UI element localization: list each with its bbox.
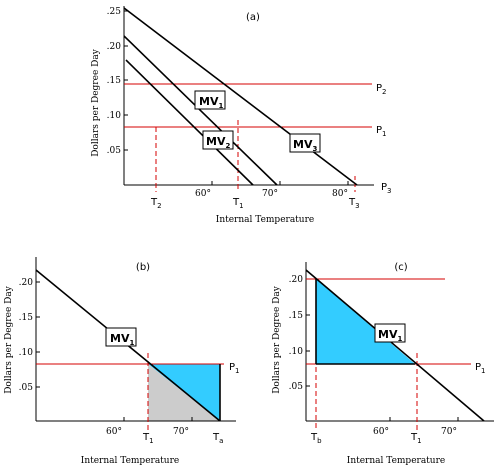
x-tick-label: 70°	[173, 427, 189, 437]
t3-label: T3	[348, 197, 360, 210]
mv2-label: MV2	[202, 130, 234, 150]
y-tick-label: .20	[289, 275, 304, 285]
y-tick-label: .20	[107, 42, 122, 52]
y-tick-label: .05	[289, 382, 304, 392]
y-tick-label: .15	[289, 311, 304, 321]
mv1-label: MV1	[105, 327, 137, 347]
x-tick-label: 70°	[262, 189, 278, 199]
y-tick-label: .10	[107, 111, 122, 121]
panel-c-x-title: Internal Temperature	[347, 456, 445, 466]
panel-a: (a) .25 .20 .15 .10 .05 60° 70° 80°	[91, 6, 392, 225]
tb-label: Tb	[310, 432, 322, 445]
panel-b-x-ticks: 60° 70°	[106, 417, 193, 437]
panel-b-label: (b)	[136, 262, 150, 273]
panel-c-y-ticks: .20 .15 .10 .05	[289, 275, 310, 392]
svg-text:MV1: MV1	[110, 332, 134, 347]
y-tick-label: .15	[107, 76, 122, 86]
svg-text:MV3: MV3	[293, 138, 317, 153]
panel-a-y-ticks: .25 .20 .15 .10 .05	[107, 7, 128, 156]
p1-label: P1	[376, 125, 387, 138]
y-tick-label: .25	[107, 7, 122, 17]
y-tick-label: .10	[289, 347, 304, 357]
panel-a-label: (a)	[246, 12, 260, 23]
panel-a-x-ticks: 60° 70° 80°	[195, 181, 349, 199]
x-tick-label: 60°	[373, 427, 389, 437]
mv3-label: MV3	[289, 133, 321, 153]
y-tick-label: .10	[19, 348, 34, 358]
panel-b-y-ticks: .20 .15 .10 .05	[19, 278, 40, 393]
panel-c-y-title: Dollars per Degree Day	[272, 285, 282, 393]
p1-label: P1	[229, 362, 240, 375]
svg-text:MV1: MV1	[378, 328, 402, 343]
svg-text:MV1: MV1	[199, 95, 223, 110]
panel-b-y-title: Dollars per Degree Day	[4, 285, 14, 393]
y-tick-label: .05	[107, 146, 122, 156]
panel-b: (b) .20 .15 .10 .05 60° 70°	[4, 257, 240, 466]
mv2-curve	[125, 59, 254, 186]
panel-c: (c) .20 .15 .10 .05 60° 70°	[272, 262, 494, 466]
x-tick-label: 60°	[195, 189, 211, 199]
mv3-curve	[123, 7, 358, 186]
t1-label: T1	[142, 432, 154, 445]
mv1-curve	[123, 35, 278, 186]
t1-label: T1	[232, 197, 244, 210]
panel-a-x-title: Internal Temperature	[216, 215, 314, 225]
p1-label: P1	[475, 362, 486, 375]
x-tick-label: 70°	[441, 427, 457, 437]
t2-label: T2	[150, 197, 162, 210]
panel-c-x-ticks: 60° 70°	[373, 417, 459, 437]
mv1-label: MV1	[374, 323, 406, 343]
y-tick-label: .20	[19, 278, 34, 288]
x-tick-label: 60°	[106, 427, 122, 437]
x-tick-label: 80°	[332, 189, 348, 199]
t1-label: T1	[410, 432, 422, 445]
panel-a-y-title: Dollars per Degree Day	[91, 48, 101, 156]
mv1-label: MV1	[194, 90, 226, 110]
ta-label: Ta	[212, 432, 223, 445]
svg-text:MV2: MV2	[206, 135, 230, 150]
p3-label: P3	[381, 182, 392, 195]
y-tick-label: .05	[19, 383, 34, 393]
panel-b-x-title: Internal Temperature	[81, 456, 179, 466]
y-tick-label: .15	[19, 313, 34, 323]
panel-c-label: (c)	[394, 262, 407, 273]
mv1-curve	[305, 269, 485, 422]
p2-label: P2	[376, 83, 387, 96]
